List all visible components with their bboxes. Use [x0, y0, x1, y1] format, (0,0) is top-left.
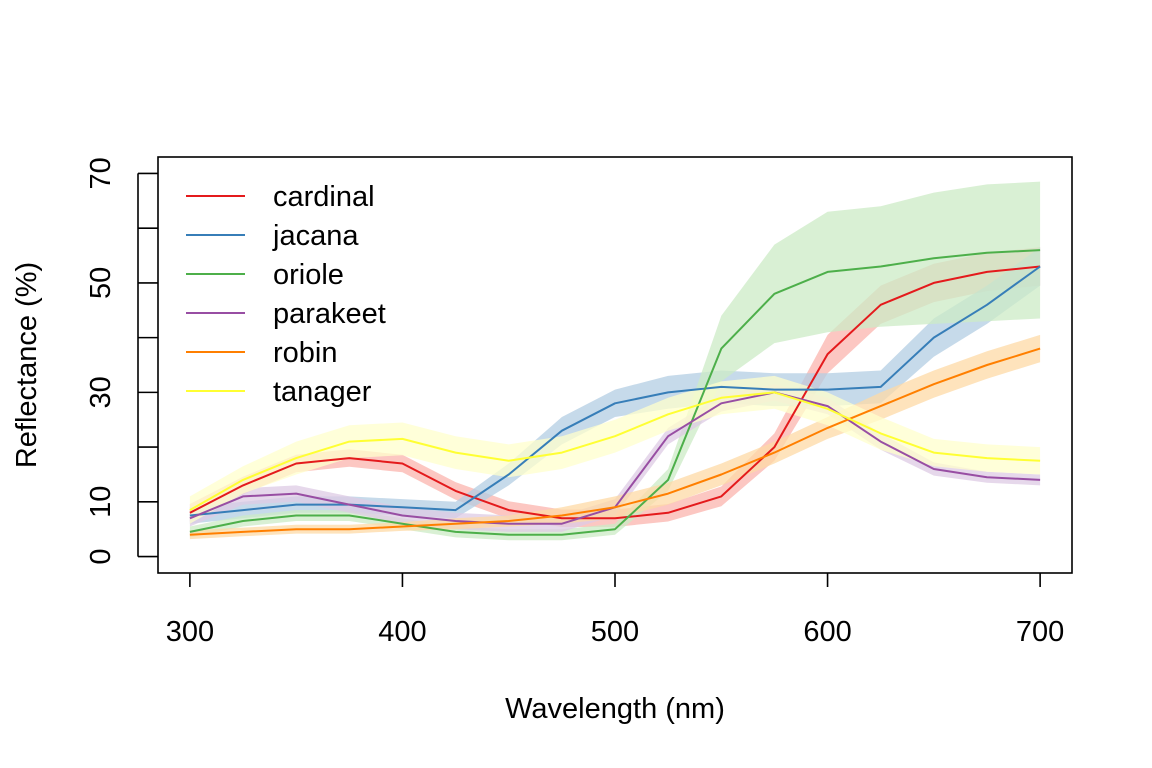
cardinal-line	[189, 265, 1041, 520]
x-tick-label: 700	[1016, 616, 1064, 648]
tanager-line	[189, 391, 1041, 511]
x-axis-label: Wavelength (nm)	[505, 693, 725, 725]
legend-label-robin: robin	[273, 337, 338, 369]
y-axis: 0 10 30 50 70	[85, 157, 158, 565]
legend-label-cardinal: cardinal	[273, 181, 375, 213]
legend: cardinal jacana oriole parakeet robin tanager	[186, 181, 386, 408]
legend-label-tanager: tanager	[273, 376, 372, 408]
y-tick-label: 0	[85, 549, 117, 565]
tanager-band	[189, 375, 1041, 524]
y-tick-label: 10	[85, 486, 117, 518]
x-axis: 300 400 500 600 700	[166, 573, 1064, 648]
y-tick-label: 70	[85, 157, 117, 189]
robin-band	[189, 334, 1041, 540]
x-tick-label: 600	[803, 616, 851, 648]
legend-label-oriole: oriole	[273, 259, 344, 291]
y-tick-label: 30	[85, 376, 117, 408]
series-lines	[189, 249, 1041, 536]
jacana-line	[189, 265, 1041, 517]
y-axis-label: Reflectance (%)	[11, 262, 43, 468]
x-tick-label: 500	[591, 616, 639, 648]
x-tick-label: 400	[378, 616, 426, 648]
x-tick-label: 300	[166, 616, 214, 648]
jacana-band	[189, 247, 1041, 524]
oriole-line	[189, 249, 1041, 536]
robin-line	[189, 347, 1041, 536]
legend-label-parakeet: parakeet	[273, 298, 386, 330]
legend-label-jacana: jacana	[272, 220, 359, 252]
y-tick-label: 50	[85, 267, 117, 299]
cardinal-band	[189, 247, 1041, 528]
